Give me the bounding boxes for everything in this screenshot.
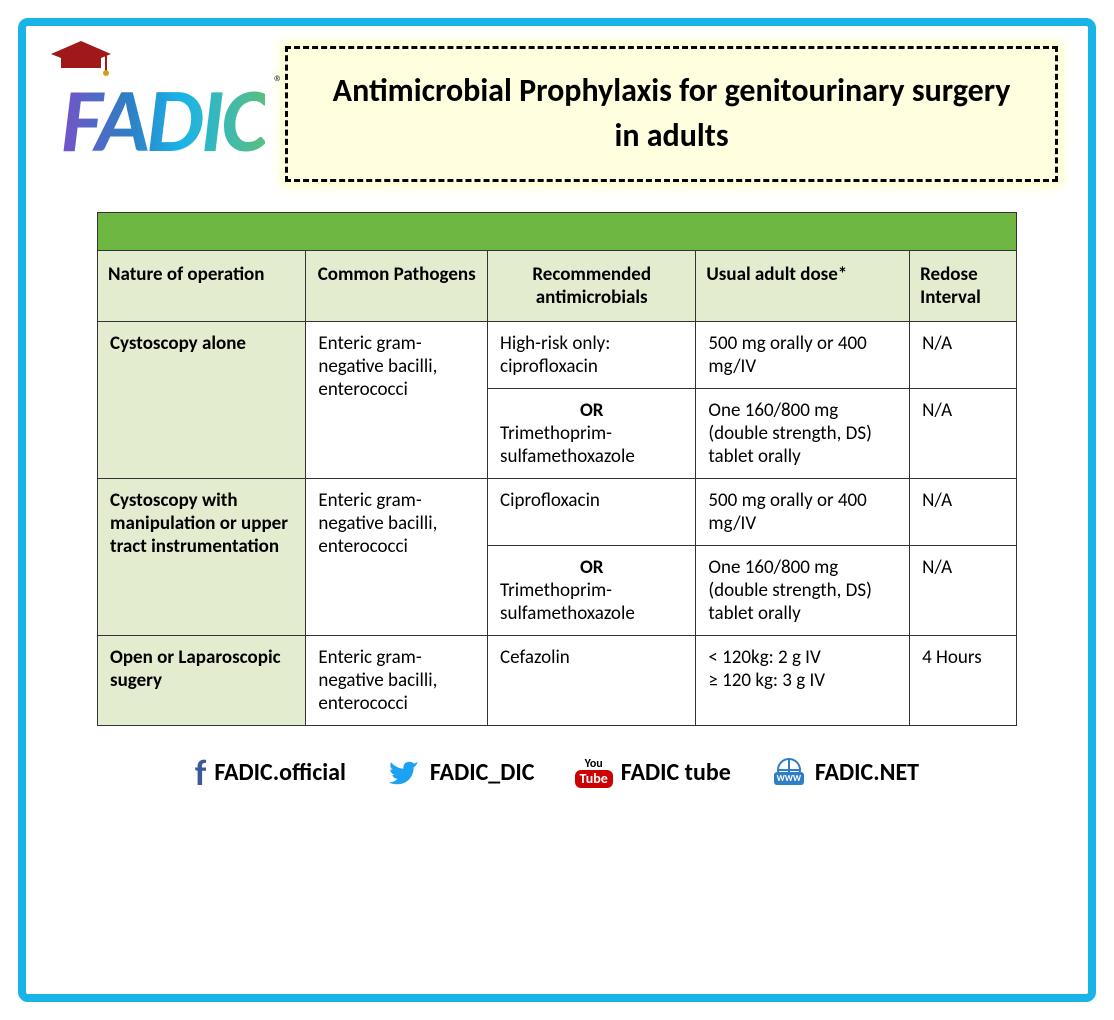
social-bar: f FADIC.official FADIC_DIC You Tube FADI…	[56, 751, 1058, 795]
cell-operation: Open or Laparoscopic sugery	[98, 635, 306, 725]
cell-dose: One 160/800 mg (double strength, DS) tab…	[696, 545, 910, 635]
cell-antimicrobial: Cefazolin	[488, 635, 696, 725]
prophylaxis-table-wrap: Nature of operation Common Pathogens Rec…	[97, 212, 1017, 726]
cell-dose: One 160/800 mg (double strength, DS) tab…	[696, 388, 910, 478]
cell-operation: Cystoscopy alone	[98, 321, 306, 478]
cell-antimicrobial: Ciprofloxacin	[488, 478, 696, 545]
cell-redose: 4 Hours	[910, 635, 1017, 725]
header-row: FADIC ® Antimicrobial Prophylaxis for ge…	[56, 46, 1058, 182]
youtube-icon: You Tube	[575, 758, 613, 788]
col-antimicrobials: Recommended antimicrobials	[488, 250, 696, 321]
cell-redose: N/A	[910, 388, 1017, 478]
cell-antimicrobial: High-risk only: ciprofloxacin	[488, 321, 696, 388]
cell-operation: Cystoscopy with manipulation or upper tr…	[98, 478, 306, 635]
cell-antimicrobial-alt: OR Trimethoprim-sulfamethoxazole	[488, 545, 696, 635]
cell-dose: 500 mg orally or 400 mg/IV	[696, 478, 910, 545]
or-label: OR	[500, 556, 683, 579]
twitter-label: FADIC_DIC	[430, 758, 535, 787]
youtube-link[interactable]: You Tube FADIC tube	[575, 758, 731, 788]
twitter-icon	[386, 758, 422, 788]
col-redose: Redose Interval	[910, 250, 1017, 321]
table-header-row: Nature of operation Common Pathogens Rec…	[98, 250, 1017, 321]
cell-dose: < 120kg: 2 g IV ≥ 120 kg: 3 g IV	[696, 635, 910, 725]
main-frame: FADIC ® Antimicrobial Prophylaxis for ge…	[18, 18, 1096, 1002]
youtube-label: FADIC tube	[621, 758, 731, 787]
prophylaxis-table: Nature of operation Common Pathogens Rec…	[97, 212, 1017, 726]
cell-antimicrobial-alt: OR Trimethoprim-sulfamethoxazole	[488, 388, 696, 478]
twitter-link[interactable]: FADIC_DIC	[386, 758, 535, 788]
logo: FADIC ®	[56, 46, 265, 166]
facebook-link[interactable]: f FADIC.official	[195, 751, 346, 795]
registered-mark: ®	[274, 71, 283, 93]
or-label: OR	[500, 399, 683, 422]
cell-redose: N/A	[910, 478, 1017, 545]
cell-pathogens: Enteric gram-negative bacilli, enterococ…	[306, 478, 488, 635]
antimicrobial-b: Trimethoprim-sulfamethoxazole	[500, 579, 635, 625]
cell-redose: N/A	[910, 545, 1017, 635]
antimicrobial-b: Trimethoprim-sulfamethoxazole	[500, 422, 635, 468]
cell-dose: 500 mg orally or 400 mg/IV	[696, 321, 910, 388]
col-operation: Nature of operation	[98, 250, 306, 321]
col-pathogens: Common Pathogens	[306, 250, 488, 321]
facebook-label: FADIC.official	[214, 758, 346, 787]
table-row: Cystoscopy with manipulation or upper tr…	[98, 478, 1017, 545]
graduation-cap-icon	[46, 36, 116, 86]
website-label: FADIC.NET	[815, 758, 919, 787]
website-link[interactable]: WWW FADIC.NET	[771, 758, 919, 788]
globe-icon: WWW	[771, 758, 807, 788]
cell-pathogens: Enteric gram-negative bacilli, enterococ…	[306, 321, 488, 478]
table-row: Cystoscopy alone Enteric gram-negative b…	[98, 321, 1017, 388]
col-dose: Usual adult dose*	[696, 250, 910, 321]
facebook-icon: f	[195, 751, 206, 795]
table-row: Open or Laparoscopic sugery Enteric gram…	[98, 635, 1017, 725]
cell-redose: N/A	[910, 321, 1017, 388]
cell-pathogens: Enteric gram-negative bacilli, enterococ…	[306, 635, 488, 725]
page-title: Antimicrobial Prophylaxis for genitourin…	[285, 46, 1058, 182]
table-top-bar	[98, 212, 1017, 250]
